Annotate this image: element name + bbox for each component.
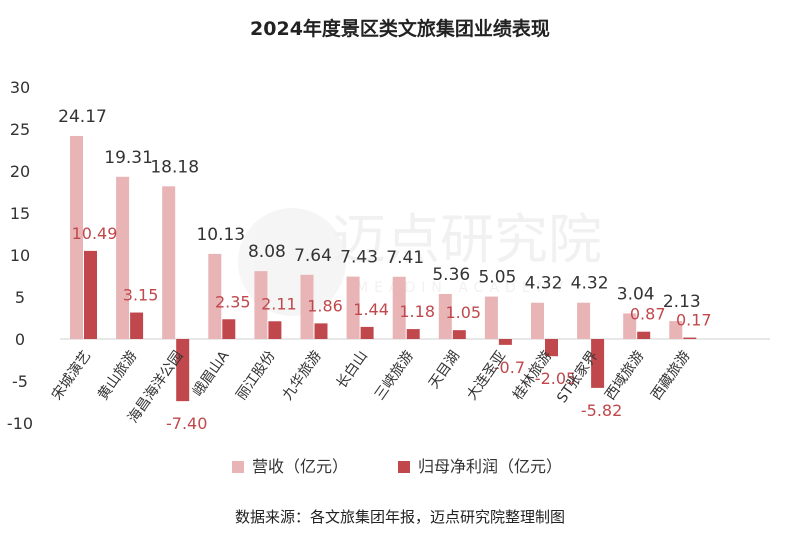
revenue-bar — [162, 186, 176, 339]
net-profit-bar — [406, 329, 420, 339]
revenue-bar — [623, 313, 637, 339]
revenue-bar — [669, 321, 683, 339]
net-profit-label: 10.49 — [72, 224, 118, 243]
revenue-label: 24.17 — [58, 107, 107, 127]
revenue-label: 4.32 — [571, 274, 609, 294]
watermark: 迈点研究院 MEADIN ACADEMY — [238, 208, 602, 316]
net-profit-label: -5.82 — [581, 401, 622, 420]
revenue-label: 4.32 — [525, 274, 563, 294]
category-label: 九华旅游 — [280, 348, 325, 403]
revenue-label: 18.18 — [150, 157, 199, 177]
net-profit-bar — [222, 319, 236, 339]
revenue-label: 7.64 — [294, 246, 332, 266]
category-label: 黄山旅游 — [94, 348, 140, 404]
y-tick-label: 0 — [15, 330, 25, 349]
net-profit-label: 1.05 — [445, 303, 481, 322]
net-profit-label: 1.44 — [353, 300, 389, 319]
revenue-bar — [208, 253, 222, 339]
legend-swatch-net-profit — [398, 461, 410, 473]
net-profit-label: 2.11 — [261, 294, 297, 313]
net-profit-label: 2.35 — [215, 292, 251, 311]
net-profit-label: 1.86 — [307, 296, 343, 315]
net-profit-bar — [176, 339, 190, 402]
net-profit-label: -0.7 — [494, 358, 525, 377]
y-tick-label: 5 — [15, 288, 25, 307]
net-profit-label: 3.15 — [123, 286, 159, 305]
y-tick-label: 20 — [10, 162, 30, 181]
legend-swatch-revenue — [232, 461, 244, 473]
y-tick-label: 30 — [10, 78, 30, 97]
net-profit-label: -7.40 — [166, 414, 207, 433]
legend-label-net-profit: 归母净利润（亿元） — [418, 457, 562, 476]
revenue-bar — [531, 302, 544, 339]
net-profit-bar — [452, 330, 466, 339]
net-profit-bar — [130, 312, 144, 339]
watermark-text: 迈点研究院 — [332, 208, 602, 271]
revenue-label: 7.43 — [340, 248, 378, 268]
category-label: 长白山 — [334, 348, 371, 392]
source-note: 数据来源：各文旅集团年报，迈点研究院整理制图 — [234, 508, 565, 526]
category-label: 天目湖 — [426, 348, 463, 392]
y-tick-label: 10 — [10, 246, 30, 265]
revenue-label: 7.41 — [386, 248, 424, 268]
net-profit-bar — [84, 250, 97, 339]
revenue-bar — [484, 296, 498, 339]
legend-label-revenue: 营收（亿元） — [252, 457, 348, 476]
net-profit-label: 0.87 — [630, 305, 666, 324]
net-profit-label: 0.17 — [676, 311, 712, 330]
net-profit-bar — [683, 337, 697, 339]
net-profit-label: -2.05 — [535, 369, 576, 388]
y-tick-label: 25 — [10, 120, 30, 139]
category-label: 丽江股份 — [233, 348, 278, 403]
category-label: 宋城演艺 — [49, 348, 94, 403]
revenue-label: 2.13 — [663, 292, 701, 312]
revenue-bar — [116, 176, 130, 339]
revenue-label: 5.05 — [478, 268, 516, 288]
net-profit-label: 1.18 — [399, 302, 435, 321]
revenue-bar — [346, 276, 360, 339]
revenue-bar — [392, 276, 406, 339]
revenue-label: 5.36 — [432, 265, 470, 285]
revenue-label: 10.13 — [196, 225, 245, 245]
net-profit-bar — [360, 326, 374, 339]
net-profit-bar — [268, 321, 282, 339]
y-tick-label: 15 — [10, 204, 30, 223]
revenue-label: 3.04 — [617, 284, 655, 304]
revenue-bar — [577, 302, 591, 339]
net-profit-bar — [591, 339, 605, 388]
watermark-subtext: MEADIN ACADEMY — [356, 280, 569, 296]
net-profit-bar — [545, 339, 558, 357]
revenue-bar — [70, 135, 83, 339]
category-label: 西域旅游 — [602, 348, 647, 403]
category-label: 三峡旅游 — [372, 348, 417, 403]
revenue-bar — [300, 274, 314, 339]
chart-title: 2024年度景区类文旅集团业绩表现 — [250, 18, 550, 40]
category-label: 峨眉山A — [190, 348, 233, 400]
revenue-bar — [438, 293, 452, 339]
revenue-bar — [254, 271, 268, 339]
y-tick-label: -5 — [12, 372, 28, 391]
net-profit-bar — [314, 323, 328, 339]
category-label: 西藏旅游 — [648, 348, 693, 403]
y-tick-label: -10 — [7, 414, 33, 433]
revenue-label: 19.31 — [104, 148, 153, 168]
net-profit-bar — [637, 331, 651, 339]
net-profit-bar — [498, 339, 512, 345]
revenue-label: 8.08 — [248, 242, 286, 262]
